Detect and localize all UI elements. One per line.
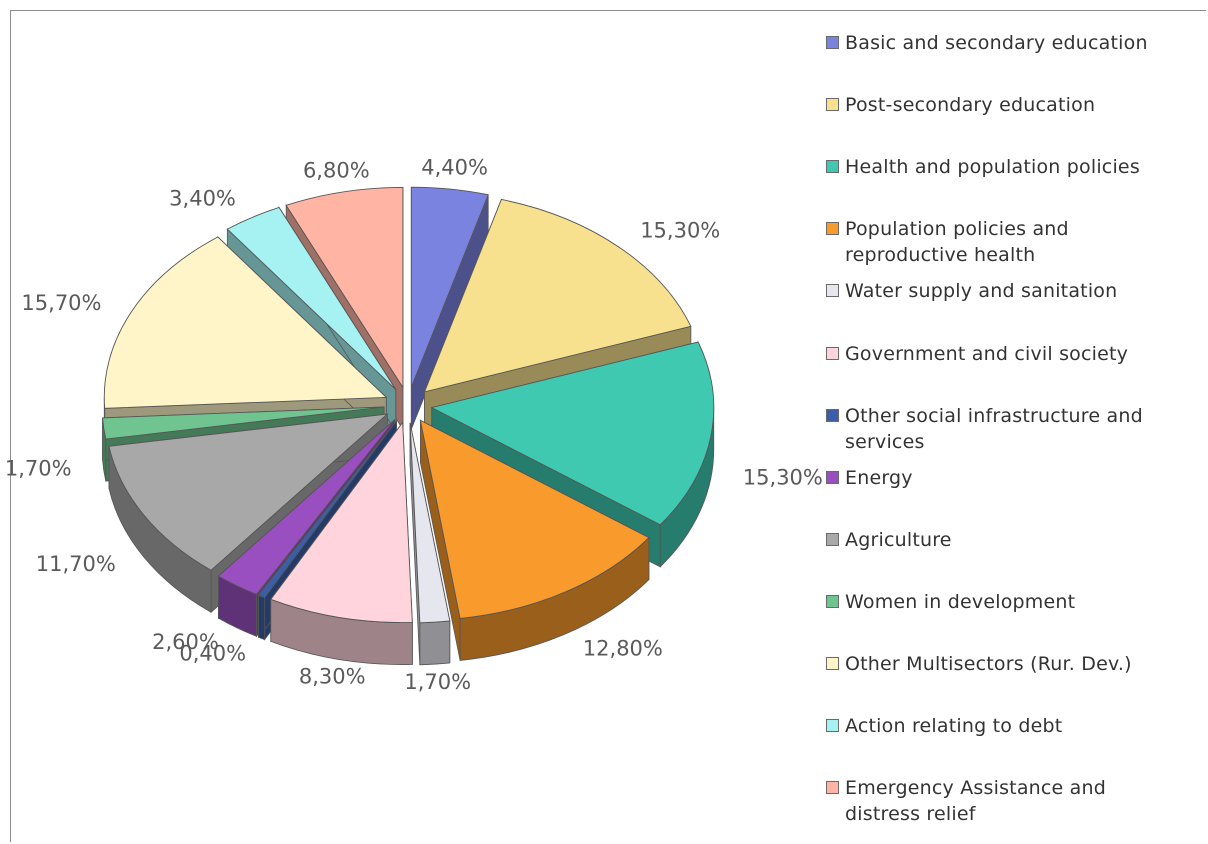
legend-swatch bbox=[826, 408, 839, 422]
legend-item: Agriculture bbox=[826, 527, 1195, 553]
legend-swatch bbox=[826, 36, 839, 49]
legend-label: Energy bbox=[845, 466, 913, 489]
pie-slice-top bbox=[217, 419, 395, 595]
pie-slice-top bbox=[226, 206, 397, 390]
pie-slice-top bbox=[103, 236, 388, 409]
pie-slice-rim bbox=[258, 594, 266, 641]
legend-swatch bbox=[826, 222, 839, 236]
pie-value-label: 4,40% bbox=[421, 155, 488, 179]
legend-item: Women in development bbox=[826, 589, 1195, 615]
pie-value-label: 15,30% bbox=[640, 218, 720, 242]
legend-item: Other social infrastructure and services bbox=[826, 403, 1195, 455]
pie-value-label: 0,40% bbox=[179, 642, 246, 666]
pie-slice bbox=[410, 186, 489, 430]
legend-label: Other social infrastructure and services bbox=[845, 404, 1143, 453]
legend-swatch bbox=[826, 657, 839, 670]
pie-slice-top bbox=[409, 422, 451, 624]
pie-value-label: 15,70% bbox=[21, 291, 101, 315]
pie-slice-top bbox=[102, 406, 385, 440]
legend-swatch bbox=[826, 781, 839, 795]
legend-swatch bbox=[826, 346, 839, 360]
pie-slices bbox=[102, 186, 715, 666]
legend-label: Post-secondary education bbox=[845, 94, 1096, 117]
pie-value-label: 2,60% bbox=[152, 630, 219, 654]
pie-slice-top bbox=[285, 186, 404, 389]
pie-value-label: 1,70% bbox=[5, 457, 72, 481]
legend-item: Water supply and sanitation bbox=[826, 278, 1195, 304]
pie-slice bbox=[270, 421, 413, 665]
pie-value-label: 1,70% bbox=[404, 670, 471, 694]
legend-swatch bbox=[826, 470, 839, 484]
legend-label: Basic and secondary education bbox=[845, 32, 1148, 54]
legend-label: Agriculture bbox=[845, 528, 952, 551]
legend-swatch bbox=[826, 98, 839, 112]
legend-item: Emergency Assistance and distress relief bbox=[826, 775, 1195, 827]
legend-swatch bbox=[826, 532, 839, 546]
legend-label: Women in development bbox=[845, 590, 1076, 613]
pie-slice-top bbox=[270, 421, 413, 623]
pie-value-labels: 4,40% 15,30% 15,30% 12,80% 1,70% 8,30% 0,40%2,… bbox=[5, 155, 823, 694]
pie-slice-top bbox=[423, 198, 692, 393]
pie-value-label: 12,80% bbox=[583, 636, 663, 660]
pie-value-label: 3,40% bbox=[169, 186, 236, 210]
legend-item: Government and civil society bbox=[826, 341, 1195, 367]
legend-item: Population policies and reproductive hea… bbox=[826, 216, 1195, 268]
legend-swatch bbox=[826, 719, 839, 733]
legend-item: Energy bbox=[826, 465, 1195, 491]
pie-slice-top bbox=[419, 419, 650, 619]
legend-swatch bbox=[826, 160, 839, 174]
legend-label: Water supply and sanitation bbox=[845, 280, 1118, 303]
pie-slice bbox=[419, 419, 650, 661]
pie-value-label: 15,30% bbox=[743, 466, 823, 490]
legend-label: Health and population policies bbox=[845, 156, 1140, 179]
pie-value-label: 8,30% bbox=[299, 665, 366, 689]
legend-item: Other Multisectors (Rur. Dev.) bbox=[826, 651, 1195, 677]
legend-item: Action relating to debt bbox=[826, 713, 1195, 739]
pie-value-label: 6,80% bbox=[303, 158, 370, 182]
pie-slice-rim bbox=[419, 620, 451, 666]
pie-slice-top bbox=[257, 420, 397, 599]
legend-item: Post-secondary education bbox=[826, 92, 1195, 118]
legend-label: Government and civil society bbox=[845, 342, 1129, 365]
legend-item: Basic and secondary education bbox=[826, 30, 1195, 56]
legend-swatch bbox=[826, 284, 839, 298]
legend-item: Health and population policies bbox=[826, 154, 1195, 180]
legend-label: Action relating to debt bbox=[845, 715, 1063, 738]
legend-swatch bbox=[826, 594, 839, 608]
pie-slice-top bbox=[108, 413, 389, 571]
pie-slice-top bbox=[430, 341, 715, 526]
legend-label: Other Multisectors (Rur. Dev.) bbox=[845, 653, 1132, 675]
legend-label: Emergency Assistance and distress relief bbox=[845, 777, 1107, 826]
legend-label: Population policies and reproductive hea… bbox=[845, 218, 1069, 267]
pie-slice bbox=[409, 422, 451, 666]
chart-frame bbox=[10, 10, 1206, 842]
pie-slice-top bbox=[410, 186, 489, 388]
pie-value-label: 11,70% bbox=[36, 552, 116, 576]
